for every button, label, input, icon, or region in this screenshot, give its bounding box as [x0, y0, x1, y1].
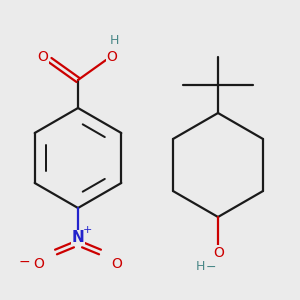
- Text: O: O: [106, 50, 117, 64]
- Text: −: −: [18, 255, 30, 269]
- Text: −: −: [206, 260, 216, 274]
- Text: O: O: [34, 257, 44, 271]
- Text: H: H: [109, 34, 119, 46]
- Text: O: O: [214, 246, 224, 260]
- Text: O: O: [112, 257, 122, 271]
- Text: H: H: [195, 260, 205, 274]
- Text: N: N: [72, 230, 84, 245]
- Text: +: +: [82, 225, 92, 235]
- Text: O: O: [38, 50, 48, 64]
